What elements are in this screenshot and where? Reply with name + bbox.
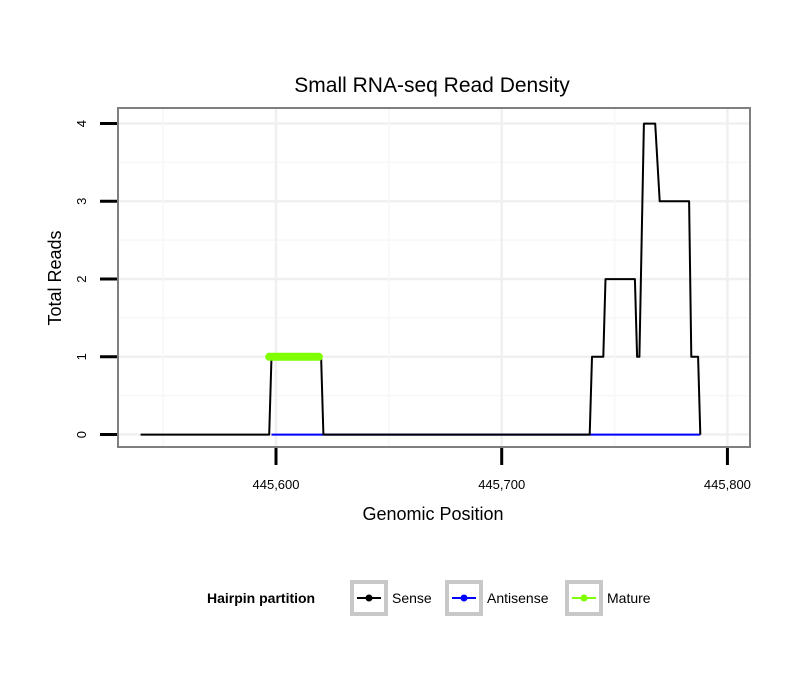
y-tick-label: 2 bbox=[74, 275, 89, 282]
legend-label-sense: Sense bbox=[392, 590, 432, 606]
plot-panel bbox=[117, 107, 751, 448]
legend: Hairpin partition Sense Antisense Mature bbox=[207, 580, 651, 616]
series-lines bbox=[117, 107, 751, 448]
y-tick-label: 0 bbox=[74, 431, 89, 438]
axes: 0 1 2 3 4 445,600 445,700 445,800 bbox=[74, 120, 751, 492]
x-tick-label: 445,800 bbox=[704, 477, 751, 492]
legend-key-point bbox=[580, 594, 588, 602]
legend-label-antisense: Antisense bbox=[487, 590, 549, 606]
x-tick-label: 445,600 bbox=[253, 477, 300, 492]
legend-key-point bbox=[460, 594, 468, 602]
chart-title: Small RNA-seq Read Density bbox=[294, 74, 570, 97]
legend-title: Hairpin partition bbox=[207, 590, 315, 606]
x-tick-label: 445,700 bbox=[478, 477, 525, 492]
y-tick-label: 4 bbox=[74, 120, 89, 127]
legend-key-point bbox=[365, 594, 373, 602]
y-tick-label: 1 bbox=[74, 353, 89, 360]
legend-label-mature: Mature bbox=[607, 590, 651, 606]
y-tick-label: 3 bbox=[74, 198, 89, 205]
y-axis-title: Total Reads bbox=[45, 230, 65, 325]
x-axis-title: Genomic Position bbox=[362, 504, 503, 524]
plot-border bbox=[117, 107, 751, 448]
